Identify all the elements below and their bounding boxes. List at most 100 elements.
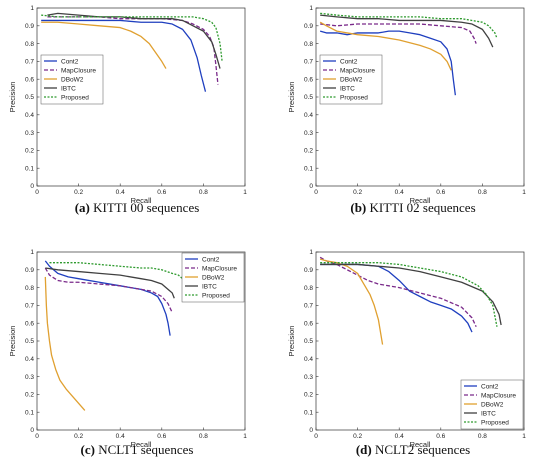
y-axis-label: Precision	[287, 326, 296, 357]
y-tick-label: 0.3	[25, 374, 34, 381]
series-line-ibtc	[320, 263, 502, 326]
x-tick-label: 0.4	[116, 189, 125, 196]
y-tick-label: 0.8	[304, 41, 313, 48]
plot-area	[315, 7, 525, 187]
y-tick-label: 0.1	[304, 409, 313, 416]
y-tick-label: 0.6	[304, 320, 313, 327]
series-line-ibtc	[45, 267, 175, 299]
y-tick-label: 0.3	[304, 130, 313, 137]
y-tick-label: 0.6	[25, 76, 34, 83]
y-tick-label: 0.6	[304, 76, 313, 83]
y-tick-label: 0.7	[25, 59, 34, 66]
legend-label: DBoW2	[202, 274, 225, 281]
x-tick-label: 1	[522, 189, 526, 196]
y-tick-label: 0.2	[25, 148, 34, 155]
y-tick-label: 0.8	[25, 285, 34, 292]
x-tick-label: 0.6	[436, 433, 445, 440]
legend-label: MapClosure	[340, 67, 375, 74]
caption-text: NCLT1 sequences	[98, 442, 194, 457]
series-line-proposed	[49, 262, 184, 280]
x-tick-label: 0.2	[74, 189, 83, 196]
x-axis-label: Recall	[410, 196, 431, 205]
y-tick-label: 0.9	[25, 23, 34, 30]
caption-label: (d)	[355, 442, 372, 457]
y-tick-label: 0.4	[304, 356, 313, 363]
x-tick-label: 0.6	[157, 433, 166, 440]
legend-label: IBTC	[481, 410, 496, 417]
legend: Cont2 MapClosure DBoW2 IBTC Proposed	[319, 54, 383, 105]
legend-label: IBTC	[61, 85, 76, 92]
legend-label: Cont2	[481, 383, 499, 390]
legend-label: Cont2	[202, 256, 220, 263]
y-tick-label: 0.7	[25, 303, 34, 310]
y-tick-label: 0.5	[304, 338, 313, 345]
x-tick-label: 1	[522, 433, 526, 440]
x-tick-label: 0.2	[74, 433, 83, 440]
legend-label: MapClosure	[61, 67, 96, 74]
x-tick-label: 0	[35, 189, 39, 196]
legend: Cont2 MapClosure DBoW2 IBTC Proposed	[40, 54, 104, 105]
y-tick-label: 0.6	[25, 320, 34, 327]
caption-label: (c)	[80, 442, 95, 457]
x-tick-label: 0.6	[436, 189, 445, 196]
series-line-dbow2	[44, 276, 86, 411]
x-tick-label: 0.8	[478, 189, 487, 196]
x-tick-label: 1	[243, 433, 247, 440]
x-tick-label: 0.6	[157, 189, 166, 196]
legend-label: Cont2	[61, 58, 79, 65]
y-tick-label: 0.2	[25, 392, 34, 399]
legend-label: DBoW2	[481, 401, 504, 408]
chart-panel-2: 0 0.1 0.2 0.3 0.4 0.5 0.6 0.7 0.8 0.9 1 0 0.2 0.4 0.6 0…	[287, 5, 526, 205]
y-tick-label: 0.5	[304, 94, 313, 101]
y-axis-label: Precision	[287, 82, 296, 113]
caption-label: (b)	[350, 200, 367, 215]
x-tick-label: 0	[314, 189, 318, 196]
y-tick-label: 0	[309, 183, 313, 190]
x-tick-label: 0	[314, 433, 318, 440]
y-tick-label: 0.8	[25, 41, 34, 48]
y-tick-label: 0.2	[304, 392, 313, 399]
legend-label: MapClosure	[481, 392, 516, 399]
x-tick-label: 0.8	[199, 433, 208, 440]
chart-panel-3: 0 0.1 0.2 0.3 0.4 0.5 0.6 0.7 0.8 0.9 1 0 0.2 0.4 0.6 0…	[8, 249, 247, 449]
panel-caption: (a) KITTI 00 sequences	[7, 200, 267, 216]
y-tick-label: 0.9	[304, 267, 313, 274]
y-tick-label: 0.8	[304, 285, 313, 292]
y-tick-label: 0	[30, 427, 34, 434]
x-tick-label: 1	[243, 189, 247, 196]
y-axis-label: Precision	[8, 326, 17, 357]
legend-label: Proposed	[340, 94, 368, 101]
caption-text: KITTI 00 sequences	[93, 200, 200, 215]
x-tick-label: 0.2	[353, 189, 362, 196]
y-tick-label: 0.4	[25, 356, 34, 363]
y-tick-label: 0.1	[304, 165, 313, 172]
y-tick-label: 0.4	[25, 112, 34, 119]
x-tick-label: 0.8	[478, 433, 487, 440]
series-line-mapclosure	[320, 23, 477, 44]
legend-label: IBTC	[340, 85, 355, 92]
series-line-proposed	[41, 14, 223, 62]
y-tick-label: 0.5	[25, 338, 34, 345]
y-tick-label: 0	[309, 427, 313, 434]
x-axis-label: Recall	[131, 196, 152, 205]
x-axis-label: Recall	[131, 440, 152, 449]
panel-caption: (d) NCLT2 sequences	[283, 442, 543, 458]
y-tick-label: 1	[30, 5, 34, 12]
legend: Cont2 MapClosure DBoW2 IBTC Proposed	[181, 252, 245, 303]
y-tick-label: 0.5	[25, 94, 34, 101]
series-line-dbow2	[319, 258, 384, 345]
series-line-dbow2	[41, 21, 167, 69]
y-axis-label: Precision	[8, 82, 17, 113]
legend-label: Proposed	[61, 94, 89, 101]
legend-label: Proposed	[481, 419, 509, 426]
y-tick-label: 0.4	[304, 112, 313, 119]
series-line-proposed	[320, 12, 498, 39]
legend: Cont2 MapClosure DBoW2 IBTC Proposed	[460, 379, 524, 430]
x-tick-label: 0.4	[395, 433, 404, 440]
legend-label: Proposed	[202, 292, 230, 299]
y-tick-label: 0.1	[25, 409, 34, 416]
x-tick-label: 0	[35, 433, 39, 440]
series-line-proposed	[320, 262, 498, 327]
y-tick-label: 0.3	[25, 130, 34, 137]
